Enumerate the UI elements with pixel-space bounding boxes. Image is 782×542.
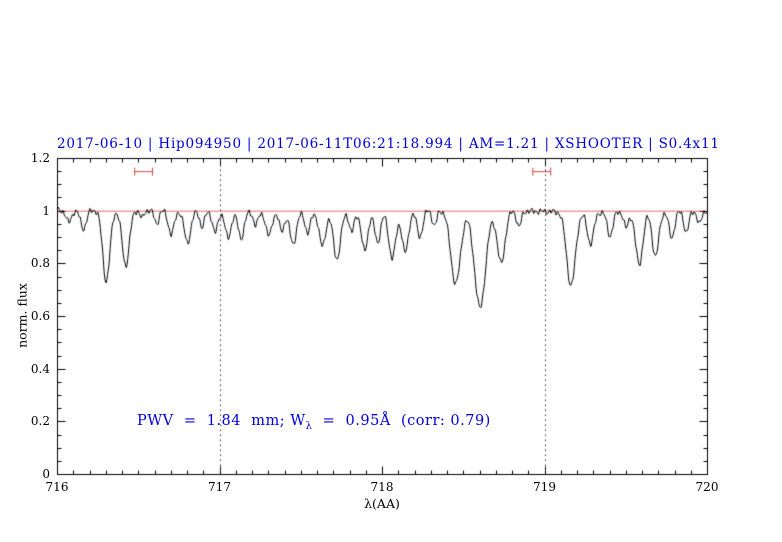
x-tick-label-719: 719 [533, 480, 556, 494]
x-tick-label-720: 720 [695, 480, 719, 494]
pwv-annotation-lambda-subscript: λ [305, 420, 313, 432]
pwv-annotation: PWV = 1.84 mm; Wλ = 0.95Å (corr: 0.79) [137, 413, 491, 432]
x-tick-label-717: 717 [208, 480, 231, 494]
y-tick-label-1: 1 [42, 203, 50, 218]
pwv-annotation-part2: = 0.95Å (corr: 0.79) [312, 413, 491, 429]
y-tick-label-0.8: 0.8 [30, 256, 50, 271]
y-tick-label-0: 0 [42, 467, 50, 481]
x-tick-label-718: 718 [370, 480, 394, 494]
y-tick-label-0.6: 0.6 [30, 309, 50, 323]
x-axis-title: λ(AA) [364, 496, 400, 511]
x-tick-label-716: 716 [45, 480, 69, 494]
pwv-annotation-part1: PWV = 1.84 mm; W [137, 413, 306, 429]
y-tick-label-0.2: 0.2 [30, 414, 50, 429]
plot-title: 2017-06-10 | Hip094950 | 2017-06-11T06:2… [57, 136, 720, 152]
y-tick-label-1.2: 1.2 [30, 151, 50, 165]
y-tick-label-0.4: 0.4 [30, 361, 50, 376]
